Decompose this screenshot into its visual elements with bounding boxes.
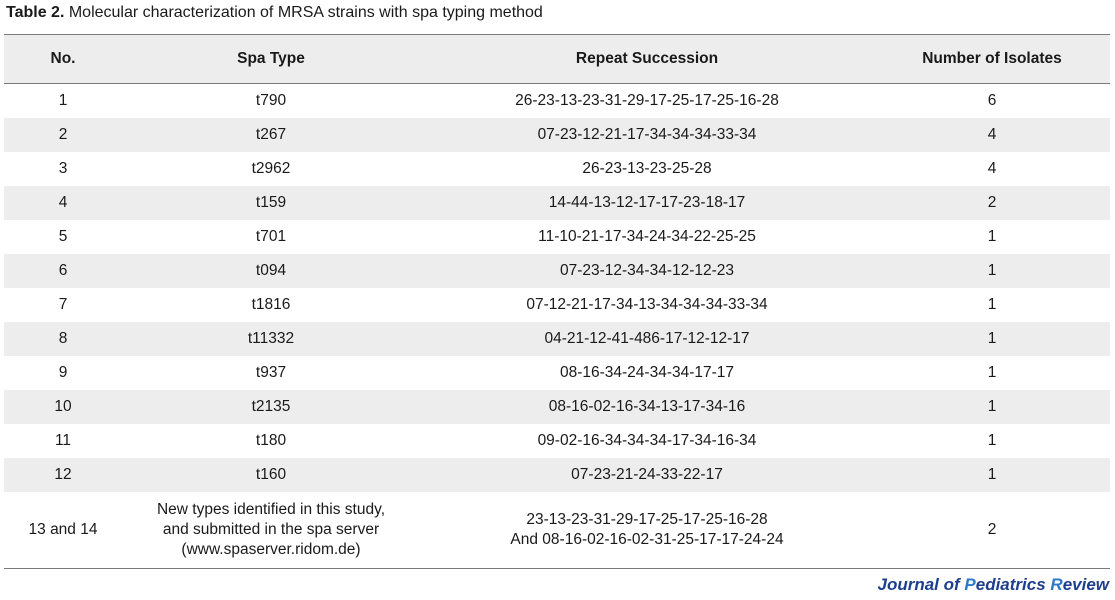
cell-spa-type: t267 bbox=[255, 126, 287, 143]
cell-no: 13 and 14 bbox=[4, 492, 122, 569]
table-body: 1 t790 26-23-13-23-31-29-17-25-17-25-16-28… bbox=[4, 84, 1110, 569]
header-number-of-isolates: Number of Isolates bbox=[874, 34, 1110, 84]
cell-repeat-succession: 07-23-21-24-33-22-17 bbox=[571, 466, 723, 483]
journal-name: Journal of Pediatrics Review bbox=[877, 575, 1109, 595]
cell-repeat-succession: 08-16-34-24-34-34-17-17 bbox=[559, 364, 735, 381]
cell-repeat-succession: 07-23-12-34-34-12-12-23 bbox=[559, 262, 735, 279]
table-row: 8 t11332 04-21-12-41-486-17-12-12-17 1 bbox=[4, 322, 1110, 356]
cell-repeat-succession: 08-16-02-16-34-13-17-34-16 bbox=[548, 398, 746, 415]
cell-spa-type: t2962 bbox=[251, 160, 291, 177]
cell-no: 8 bbox=[58, 330, 68, 347]
journal-initial-j: J bbox=[877, 575, 887, 594]
cell-isolates: 1 bbox=[987, 262, 997, 279]
cell-isolates: 1 bbox=[987, 364, 997, 381]
cell-isolates: 1 bbox=[987, 330, 997, 347]
cell-repeat-succession: 11-10-21-17-34-24-34-22-25-25 bbox=[538, 228, 756, 245]
header-spa-type: Spa Type bbox=[122, 34, 420, 84]
cell-spa-type: New types identified in this study, and … bbox=[122, 492, 420, 569]
journal-word-ournal: ournal of bbox=[886, 575, 965, 594]
cell-spa-type: t094 bbox=[255, 262, 287, 279]
cell-isolates: 1 bbox=[987, 228, 997, 245]
cell-spa-type: t160 bbox=[255, 466, 287, 483]
cell-isolates: 2 bbox=[987, 194, 997, 211]
spa-typing-table: No. Spa Type Repeat Succession Number of… bbox=[4, 34, 1110, 569]
cell-no: 4 bbox=[58, 194, 68, 211]
table-row-last: 13 and 14 New types identified in this s… bbox=[4, 492, 1110, 569]
cell-no: 6 bbox=[58, 262, 68, 279]
cell-isolates: 1 bbox=[987, 398, 997, 415]
header-repeat-succession: Repeat Succession bbox=[420, 34, 874, 84]
cell-no: 5 bbox=[58, 228, 68, 245]
cell-repeat-succession: 04-21-12-41-486-17-12-12-17 bbox=[544, 330, 750, 347]
cell-no: 3 bbox=[58, 160, 68, 177]
spa-note-line: (www.spaserver.ridom.de) bbox=[181, 541, 361, 558]
cell-no: 10 bbox=[54, 398, 72, 415]
cell-isolates: 1 bbox=[987, 466, 997, 483]
caption-text: Molecular characterization of MRSA strai… bbox=[64, 4, 543, 21]
cell-no: 1 bbox=[58, 92, 68, 109]
cell-repeat-succession: 07-23-12-21-17-34-34-34-33-34 bbox=[537, 126, 757, 143]
table-row: 9 t937 08-16-34-24-34-34-17-17 1 bbox=[4, 356, 1110, 390]
cell-repeat-succession: 09-02-16-34-34-34-17-34-16-34 bbox=[537, 432, 757, 449]
table-row: 6 t094 07-23-12-34-34-12-12-23 1 bbox=[4, 254, 1110, 288]
cell-spa-type: t1816 bbox=[251, 296, 291, 313]
cell-isolates: 4 bbox=[987, 126, 997, 143]
repeat-line: 23-13-23-31-29-17-25-17-25-16-28 bbox=[526, 511, 768, 528]
cell-isolates: 2 bbox=[874, 492, 1110, 569]
journal-initial-r: R bbox=[1050, 575, 1063, 594]
cell-no: 9 bbox=[58, 364, 68, 381]
table-row: 5 t701 11-10-21-17-34-24-34-22-25-25 1 bbox=[4, 220, 1110, 254]
cell-repeat-succession: 07-12-21-17-34-13-34-34-34-33-34 bbox=[526, 296, 768, 313]
cell-spa-type: t790 bbox=[255, 92, 287, 109]
cell-repeat-succession: 23-13-23-31-29-17-25-17-25-16-28 And 08-… bbox=[420, 492, 874, 569]
journal-word-eview: eview bbox=[1062, 575, 1109, 594]
cell-spa-type: t2135 bbox=[251, 398, 291, 415]
cell-isolates: 6 bbox=[987, 92, 997, 109]
cell-no: 7 bbox=[58, 296, 68, 313]
header-row: No. Spa Type Repeat Succession Number of… bbox=[4, 34, 1110, 84]
cell-repeat-succession: 26-23-13-23-25-28 bbox=[582, 160, 712, 177]
spa-note-line: and submitted in the spa server bbox=[162, 521, 380, 538]
table-row: 1 t790 26-23-13-23-31-29-17-25-17-25-16-28… bbox=[4, 84, 1110, 119]
table-row: 2 t267 07-23-12-21-17-34-34-34-33-34 4 bbox=[4, 118, 1110, 152]
table-row: 7 t1816 07-12-21-17-34-13-34-34-34-33-34 1 bbox=[4, 288, 1110, 322]
cell-spa-type: t937 bbox=[255, 364, 287, 381]
table-row: 10 t2135 08-16-02-16-34-13-17-34-16 1 bbox=[4, 390, 1110, 424]
cell-spa-type: t159 bbox=[255, 194, 287, 211]
cell-isolates: 4 bbox=[987, 160, 997, 177]
cell-repeat-succession: 26-23-13-23-31-29-17-25-17-25-16-28 bbox=[515, 92, 779, 109]
table-row: 12 t160 07-23-21-24-33-22-17 1 bbox=[4, 458, 1110, 492]
cell-spa-type: t180 bbox=[255, 432, 287, 449]
caption-label: Table 2. bbox=[6, 4, 65, 21]
table-container: No. Spa Type Repeat Succession Number of… bbox=[4, 34, 1110, 569]
table-row: 11 t180 09-02-16-34-34-34-17-34-16-34 1 bbox=[4, 424, 1110, 458]
cell-isolates: 1 bbox=[987, 432, 997, 449]
repeat-line: And 08-16-02-16-02-31-25-17-17-24-24 bbox=[510, 531, 784, 548]
table-caption: Table 2. Molecular characterization of M… bbox=[6, 3, 543, 23]
cell-spa-type: t701 bbox=[255, 228, 287, 245]
cell-no: 12 bbox=[54, 466, 72, 483]
cell-isolates: 1 bbox=[987, 296, 997, 313]
journal-word-ediatrics: ediatrics bbox=[975, 575, 1051, 594]
spa-note-line: New types identified in this study, bbox=[156, 501, 386, 518]
journal-initial-p: P bbox=[964, 575, 976, 594]
cell-no: 11 bbox=[54, 432, 72, 449]
table-row: 4 t159 14-44-13-12-17-17-23-18-17 2 bbox=[4, 186, 1110, 220]
cell-no: 2 bbox=[58, 126, 68, 143]
header-no: No. bbox=[4, 34, 122, 84]
cell-repeat-succession: 14-44-13-12-17-17-23-18-17 bbox=[548, 194, 746, 211]
table-row: 3 t2962 26-23-13-23-25-28 4 bbox=[4, 152, 1110, 186]
cell-spa-type: t11332 bbox=[247, 330, 295, 347]
